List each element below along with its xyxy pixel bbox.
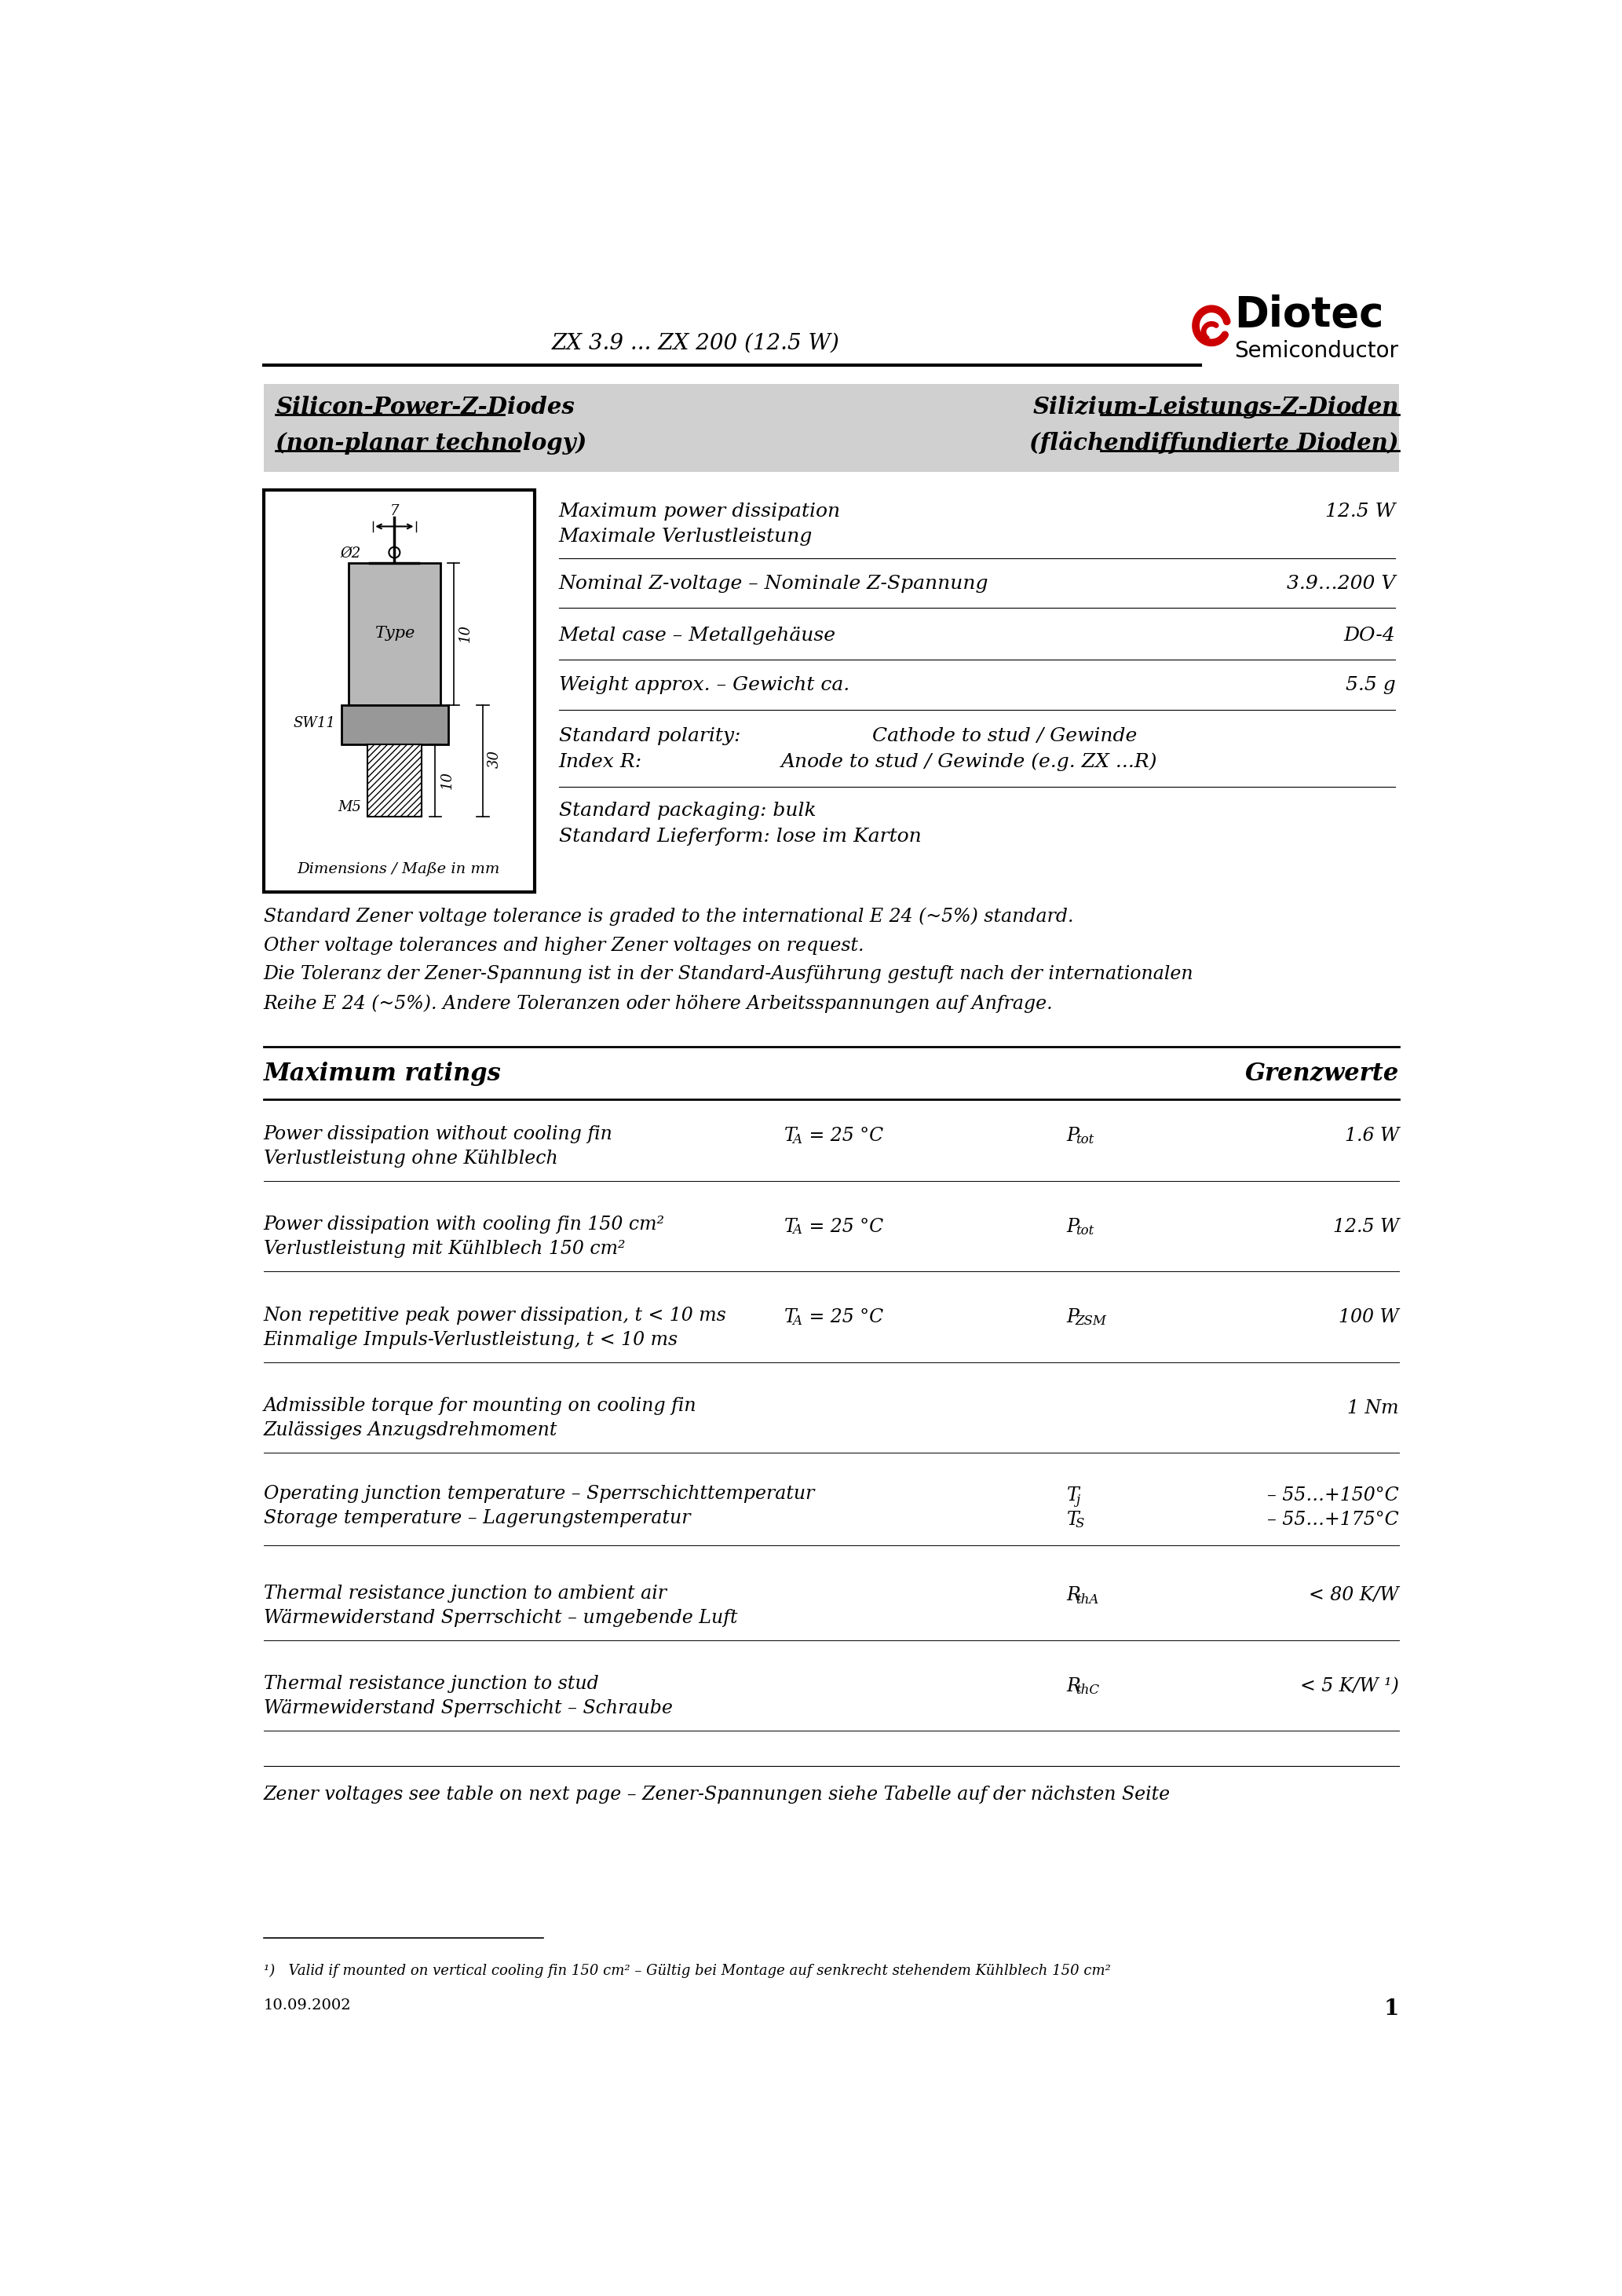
Text: A: A [792,1313,801,1327]
Text: T: T [783,1309,796,1327]
Text: ZSM: ZSM [1075,1316,1106,1327]
Bar [349,563,440,705]
Text: Anode to stud / Gewinde (e.g. ZX ...R): Anode to stud / Gewinde (e.g. ZX ...R) [780,753,1156,771]
Text: 10: 10 [459,625,472,643]
Text: 1.6 W: 1.6 W [1345,1127,1398,1146]
Text: (flächendiffundierte Dioden): (flächendiffundierte Dioden) [1030,432,1398,455]
Text: 100 W: 100 W [1338,1309,1398,1327]
Text: P: P [1067,1309,1079,1327]
Text: thC: thC [1075,1683,1100,1697]
Text: Standard polarity:: Standard polarity: [558,728,740,746]
Text: S: S [1075,1518,1083,1531]
Text: Zulässiges Anzugsdrehmoment: Zulässiges Anzugsdrehmoment [264,1421,558,1440]
Text: R: R [1067,1676,1080,1694]
Text: 7: 7 [389,505,399,519]
Text: Ø2: Ø2 [341,546,362,560]
Text: Maximum ratings: Maximum ratings [264,1061,501,1086]
Text: < 80 K/W: < 80 K/W [1309,1587,1398,1605]
Text: 12.5 W: 12.5 W [1325,503,1395,521]
Text: Storage temperature – Lagerungstemperatur: Storage temperature – Lagerungstemperatu… [264,1508,691,1527]
Text: j: j [1075,1492,1079,1506]
Text: Verlustleistung ohne Kühlblech: Verlustleistung ohne Kühlblech [264,1150,558,1166]
Text: = 25 °C: = 25 °C [803,1127,884,1146]
Text: Wärmewiderstand Sperrschicht – umgebende Luft: Wärmewiderstand Sperrschicht – umgebende… [264,1609,738,1628]
Text: 3.9…200 V: 3.9…200 V [1286,574,1395,592]
Text: Diotec: Diotec [1234,294,1384,335]
Text: Thermal resistance junction to stud: Thermal resistance junction to stud [264,1676,599,1692]
Text: Grenzwerte: Grenzwerte [1244,1061,1398,1086]
Text: Verlustleistung mit Kühlblech 150 cm²: Verlustleistung mit Kühlblech 150 cm² [264,1240,624,1258]
Text: 5.5 g: 5.5 g [1345,677,1395,693]
Text: 12.5 W: 12.5 W [1333,1217,1398,1235]
Text: Semiconductor: Semiconductor [1234,340,1398,363]
Text: Admissible torque for mounting on cooling fin: Admissible torque for mounting on coolin… [264,1396,697,1414]
Text: (non-planar technology): (non-planar technology) [276,432,587,455]
Text: < 5 K/W ¹): < 5 K/W ¹) [1301,1676,1398,1694]
Text: DO-4: DO-4 [1343,627,1395,645]
Text: R: R [1067,1587,1080,1605]
Text: Other voltage tolerances and higher Zener voltages on request.: Other voltage tolerances and higher Zene… [264,937,865,955]
Text: T: T [783,1127,796,1146]
Text: 30: 30 [488,751,501,769]
Text: Die Toleranz der Zener-Spannung ist in der Standard-Ausführung gestuft nach der : Die Toleranz der Zener-Spannung ist in d… [264,964,1194,983]
Text: thA: thA [1075,1593,1100,1607]
Bar [264,489,534,893]
Text: Operating junction temperature – Sperrschichttemperatur: Operating junction temperature – Sperrsc… [264,1486,814,1504]
Text: Standard Lieferform: lose im Karton: Standard Lieferform: lose im Karton [558,827,921,845]
Text: Power dissipation with cooling fin 150 cm²: Power dissipation with cooling fin 150 c… [264,1215,665,1233]
Text: Maximale Verlustleistung: Maximale Verlustleistung [558,528,813,546]
Text: Type: Type [375,627,415,641]
Text: Reihe E 24 (~5%). Andere Toleranzen oder höhere Arbeitsspannungen auf Anfrage.: Reihe E 24 (~5%). Andere Toleranzen oder… [264,994,1053,1013]
Text: Thermal resistance junction to ambient air: Thermal resistance junction to ambient a… [264,1584,667,1603]
Text: Nominal Z-voltage – Nominale Z-Spannung: Nominal Z-voltage – Nominale Z-Spannung [558,574,988,592]
Bar [342,705,448,744]
Text: – 55…+175°C: – 55…+175°C [1267,1511,1398,1529]
Text: 1 Nm: 1 Nm [1348,1398,1398,1417]
Text: 10.09.2002: 10.09.2002 [264,2000,352,2014]
Text: Standard packaging: bulk: Standard packaging: bulk [558,801,816,820]
Text: P: P [1067,1217,1079,1235]
Text: ¹)   Valid if mounted on vertical cooling fin 150 cm² – Gültig bei Montage auf s: ¹) Valid if mounted on vertical cooling … [264,1963,1111,1977]
Text: P: P [1067,1127,1079,1146]
Text: T: T [1067,1486,1079,1504]
Text: T: T [1067,1511,1079,1529]
Text: SW11: SW11 [294,716,336,730]
Text: 1: 1 [1384,2000,1398,2020]
Text: A: A [792,1224,801,1238]
Text: Standard Zener voltage tolerance is graded to the international E 24 (~5%) stand: Standard Zener voltage tolerance is grad… [264,907,1074,925]
Text: Non repetitive peak power dissipation, t < 10 ms: Non repetitive peak power dissipation, t… [264,1306,727,1325]
Text: Silizium-Leistungs-Z-Dioden: Silizium-Leistungs-Z-Dioden [1033,395,1398,418]
Bar [367,744,422,817]
Text: – 55…+150°C: – 55…+150°C [1267,1486,1398,1504]
Text: Index R:: Index R: [558,753,642,771]
Text: Maximum power dissipation: Maximum power dissipation [558,503,840,521]
Text: Wärmewiderstand Sperrschicht – Schraube: Wärmewiderstand Sperrschicht – Schraube [264,1699,673,1717]
Text: tot: tot [1075,1134,1093,1146]
Text: Cathode to stud / Gewinde: Cathode to stud / Gewinde [873,728,1137,746]
Text: tot: tot [1075,1224,1093,1238]
Text: Dimensions / Maße in mm: Dimensions / Maße in mm [297,863,500,877]
Text: Power dissipation without cooling fin: Power dissipation without cooling fin [264,1125,613,1143]
Bar [264,383,1398,473]
Text: M5: M5 [337,801,362,815]
Text: Weight approx. – Gewicht ca.: Weight approx. – Gewicht ca. [558,677,850,693]
Text: Einmalige Impuls-Verlustleistung, t < 10 ms: Einmalige Impuls-Verlustleistung, t < 10… [264,1332,678,1348]
Text: ZX 3.9 ... ZX 200 (12.5 W): ZX 3.9 ... ZX 200 (12.5 W) [551,333,840,354]
Text: T: T [783,1217,796,1235]
Text: Metal case – Metallgehäuse: Metal case – Metallgehäuse [558,627,835,645]
Text: 10: 10 [440,771,454,790]
Text: = 25 °C: = 25 °C [803,1217,884,1235]
Text: A: A [792,1132,801,1146]
Text: = 25 °C: = 25 °C [803,1309,884,1327]
Text: Silicon-Power-Z-Diodes: Silicon-Power-Z-Diodes [276,395,574,418]
Text: Zener voltages see table on next page – Zener-Spannungen siehe Tabelle auf der n: Zener voltages see table on next page – … [264,1786,1171,1802]
